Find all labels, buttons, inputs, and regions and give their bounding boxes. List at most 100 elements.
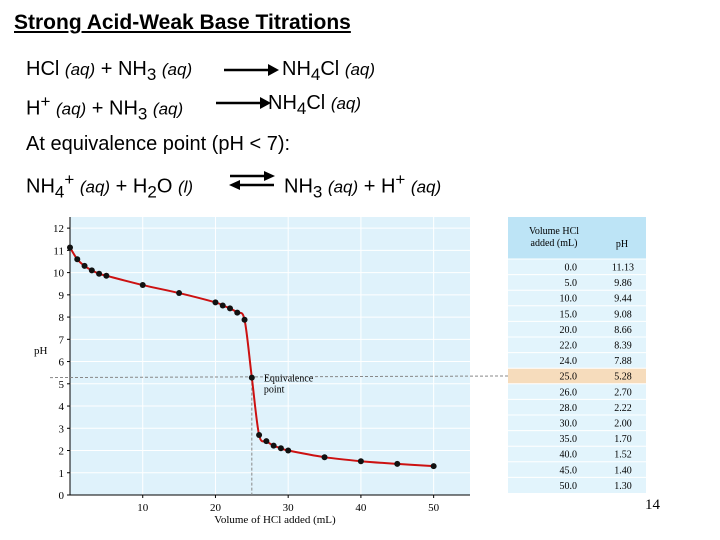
table-cell-volume: 25.0 bbox=[560, 372, 578, 383]
eq3-plus-2: + bbox=[363, 175, 376, 198]
data-point bbox=[321, 454, 328, 461]
data-point bbox=[394, 460, 401, 467]
table-cell-ph: 9.44 bbox=[614, 294, 632, 305]
data-point bbox=[139, 282, 146, 289]
y-tick-label: 6 bbox=[59, 357, 65, 369]
eq3-aq-2: (aq) bbox=[327, 177, 359, 197]
eq3-h: H bbox=[132, 175, 148, 198]
plot-background bbox=[70, 217, 470, 495]
table-cell-volume: 10.0 bbox=[560, 294, 578, 305]
table-cell-volume: 35.0 bbox=[560, 434, 578, 445]
y-tick-label: 3 bbox=[59, 423, 65, 435]
data-point bbox=[241, 316, 248, 323]
y-tick-label: 10 bbox=[53, 268, 65, 280]
eq1-aq-3: (aq) bbox=[344, 60, 376, 79]
table-cell-volume: 26.0 bbox=[560, 387, 578, 398]
x-tick-label: 40 bbox=[355, 502, 367, 514]
data-point bbox=[212, 299, 219, 306]
equation-3-left: NH4+ (aq) + H2O (l) bbox=[26, 170, 193, 203]
data-point bbox=[103, 272, 110, 279]
data-point bbox=[227, 305, 233, 312]
eq2-nh-product: NH bbox=[268, 92, 297, 114]
x-axis-label: Volume of HCl added (mL) bbox=[214, 514, 336, 526]
table-cell-volume: 24.0 bbox=[560, 356, 578, 367]
table-cell-ph: 11.13 bbox=[612, 263, 634, 274]
eq3-aq-3: (aq) bbox=[410, 177, 442, 197]
data-point bbox=[88, 267, 95, 274]
table-cell-ph: 2.70 bbox=[614, 387, 632, 398]
eq3-sub-3: 3 bbox=[312, 182, 323, 202]
data-point bbox=[270, 442, 277, 449]
y-tick-label: 5 bbox=[59, 379, 65, 391]
eq3-sub-4: 4 bbox=[54, 182, 65, 202]
y-tick-label: 9 bbox=[59, 290, 65, 302]
eq1-hcl: HCl bbox=[26, 58, 60, 80]
eq2-aq-1: (aq) bbox=[55, 99, 87, 119]
eq1-sub-3: 3 bbox=[146, 65, 157, 84]
equivalence-horizontal-dash bbox=[49, 375, 509, 379]
y-tick-label: 1 bbox=[59, 468, 65, 480]
page-number: 14 bbox=[645, 497, 660, 513]
data-point bbox=[176, 290, 183, 297]
table-cell-ph: 9.86 bbox=[614, 278, 632, 289]
table-row-highlight bbox=[508, 368, 646, 384]
table-header-background bbox=[508, 217, 646, 259]
data-point bbox=[234, 309, 241, 316]
data-point bbox=[277, 445, 284, 452]
eq2-aq-2: (aq) bbox=[152, 99, 184, 119]
table-cell-ph: 7.88 bbox=[614, 356, 632, 367]
eq1-aq-1: (aq) bbox=[64, 60, 96, 79]
eq1-plus: + bbox=[100, 58, 113, 80]
equation-1-left: HCl (aq) + NH3 (aq) bbox=[26, 58, 192, 85]
table-cell-volume: 0.0 bbox=[565, 263, 578, 274]
data-point bbox=[430, 463, 437, 470]
table-cell-volume: 22.0 bbox=[560, 341, 578, 352]
grid-lines bbox=[70, 217, 470, 495]
table-cell-volume: 50.0 bbox=[560, 481, 578, 492]
x-tick-label: 10 bbox=[137, 502, 149, 514]
table-cell-ph: 5.28 bbox=[614, 372, 632, 383]
x-tick-label: 20 bbox=[210, 502, 222, 514]
eq3-sup-plus-2: + bbox=[395, 170, 406, 189]
eq1-nh: NH bbox=[117, 58, 147, 80]
equivalence-label-line1: Equivalence bbox=[264, 374, 314, 385]
eq2-nh: NH bbox=[109, 97, 138, 120]
eq1-aq-2: (aq) bbox=[161, 60, 193, 79]
equilibrium-arrows-icon bbox=[229, 171, 275, 190]
table-cell-volume: 28.0 bbox=[560, 403, 578, 414]
y-tick-label: 7 bbox=[59, 334, 65, 346]
table-header-volume-line2: added (mL) bbox=[531, 238, 578, 249]
data-point bbox=[285, 447, 292, 454]
table-cell-ph: 8.66 bbox=[614, 325, 632, 336]
eq2-cl: Cl bbox=[306, 92, 326, 114]
eq2-plus: + bbox=[91, 97, 104, 120]
data-point bbox=[96, 270, 103, 277]
equation-2-right: NH4Cl (aq) bbox=[268, 92, 361, 119]
data-point bbox=[263, 438, 270, 445]
data-point bbox=[67, 244, 73, 251]
eq1-cl: Cl bbox=[320, 58, 340, 80]
eq3-plus: + bbox=[115, 175, 128, 198]
table-cell-volume: 15.0 bbox=[560, 309, 578, 320]
eq2-sup-plus: + bbox=[40, 92, 51, 111]
table-background bbox=[508, 217, 646, 493]
eq2-right-arrow-icon bbox=[216, 97, 271, 109]
eq2-sub-3: 3 bbox=[137, 104, 148, 124]
table-cell-volume: 30.0 bbox=[560, 419, 578, 430]
y-tick-label: 2 bbox=[59, 446, 65, 458]
data-point bbox=[219, 302, 226, 309]
table-cell-ph: 1.40 bbox=[614, 465, 632, 476]
eq3-h-product: H bbox=[380, 175, 396, 198]
data-point bbox=[74, 256, 81, 263]
data-point bbox=[256, 431, 263, 438]
table-cell-volume: 20.0 bbox=[560, 325, 578, 336]
equation-1-right: NH4Cl (aq) bbox=[282, 58, 375, 85]
table-cell-volume: 45.0 bbox=[560, 465, 578, 476]
table-cell-ph: 9.08 bbox=[614, 309, 632, 320]
eq3-o: O bbox=[156, 175, 173, 198]
eq1-sub-4: 4 bbox=[310, 65, 321, 84]
